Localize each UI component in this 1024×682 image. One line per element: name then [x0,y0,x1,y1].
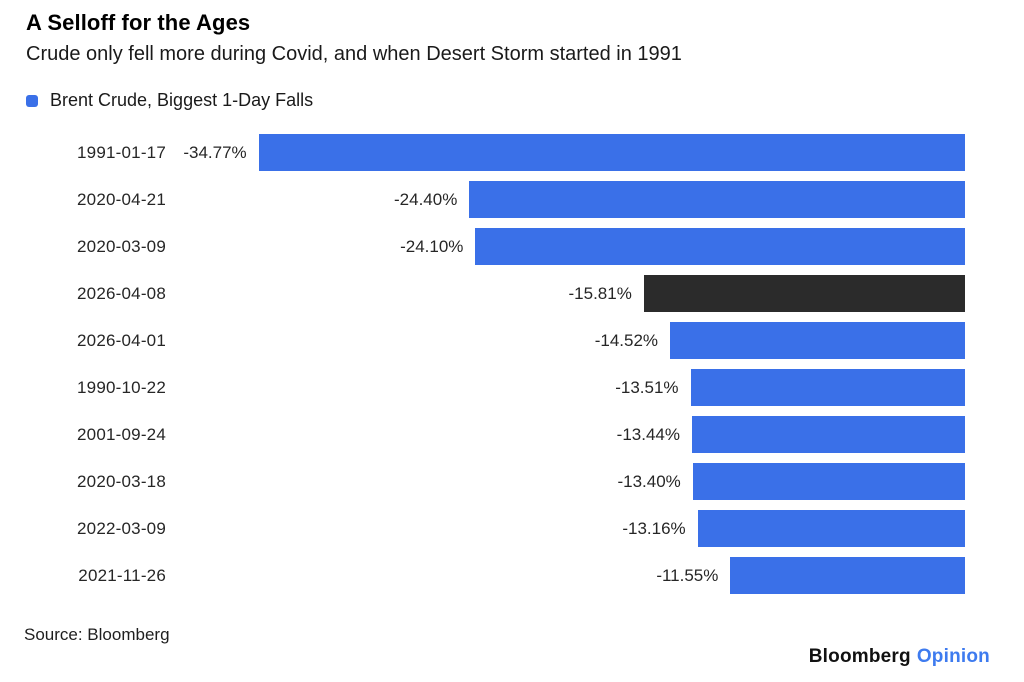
bar [469,181,965,218]
value-label: -13.44% [616,424,680,444]
value-label: -24.10% [400,236,464,256]
category-label: 1991-01-17 [77,142,166,162]
bar [643,275,965,312]
brand-name: Bloomberg [808,646,911,667]
value-label: -13.40% [617,471,681,491]
bar-area: -24.10% [166,228,965,265]
bar-row: 2020-04-21 -24.40% [26,176,965,223]
legend-label: Brent Crude, Biggest 1-Day Falls [50,90,314,110]
value-label: -24.40% [394,189,458,209]
bar-row: 2021-11-26 -11.55% [26,552,965,599]
category-label: 2001-09-24 [77,424,166,444]
chart-header: A Selloff for the Ages Crude only fell m… [0,10,1024,66]
bar-row: 2001-09-24 -13.44% [26,411,965,458]
category-label: 2026-04-08 [77,283,166,303]
bar-area: -34.77% [166,134,965,171]
bar [690,369,965,406]
bar-area: -24.40% [166,181,965,218]
value-label: -11.55% [656,565,719,585]
bar [691,416,965,453]
bar-area: -14.52% [166,322,965,359]
bar [258,134,965,171]
bar-row: 2022-03-09 -13.16% [26,505,965,552]
bar [475,228,965,265]
value-label: -13.16% [622,518,686,538]
bar [670,322,965,359]
category-label: 2020-03-18 [77,471,166,491]
source-note: Source: Bloomberg [24,625,170,644]
bar-area: -13.16% [166,510,965,547]
category-label: 2022-03-09 [77,518,166,538]
value-label: -15.81% [568,283,632,303]
chart-title: A Selloff for the Ages [26,10,251,35]
category-label: 1990-10-22 [77,377,166,397]
category-label: 2026-04-01 [77,330,166,350]
brand-footer: Bloomberg Opinion [809,646,990,668]
value-label: -14.52% [594,330,659,350]
bar-row: 2026-04-08 -15.81% [26,270,965,317]
bar [730,557,965,594]
bar-row: 1991-01-17 -34.77% [26,129,965,176]
bar-chart: 1991-01-17 -34.77% 2020-04-21 -24.40% 2020-0… [0,129,1024,599]
bar [692,463,965,500]
bar-area: -13.44% [166,416,965,453]
bar-row: 2020-03-09 -24.10% [26,223,965,270]
value-label: -34.77% [183,142,247,162]
bar-row: 2026-04-01 -14.52% [26,317,965,364]
bar [697,510,965,547]
category-label: 2020-04-21 [77,189,166,209]
value-label: -13.51% [615,377,679,397]
bar-row: 2020-03-18 -13.40% [26,458,965,505]
bar-area: -11.55% [166,557,965,594]
category-label: 2020-03-09 [77,236,166,256]
bar-area: -13.51% [166,369,965,406]
bar-area: -15.81% [166,275,965,312]
legend-swatch-icon [26,94,38,107]
bar-row: 1990-10-22 -13.51% [26,364,965,411]
chart-subtitle: Crude only fell more during Covid, and w… [26,43,682,65]
chart-legend: Brent Crude, Biggest 1-Day Falls [0,90,1024,111]
category-label: 2021-11-26 [78,565,166,585]
bar-area: -13.40% [166,463,965,500]
brand-suffix: Opinion [916,646,990,667]
